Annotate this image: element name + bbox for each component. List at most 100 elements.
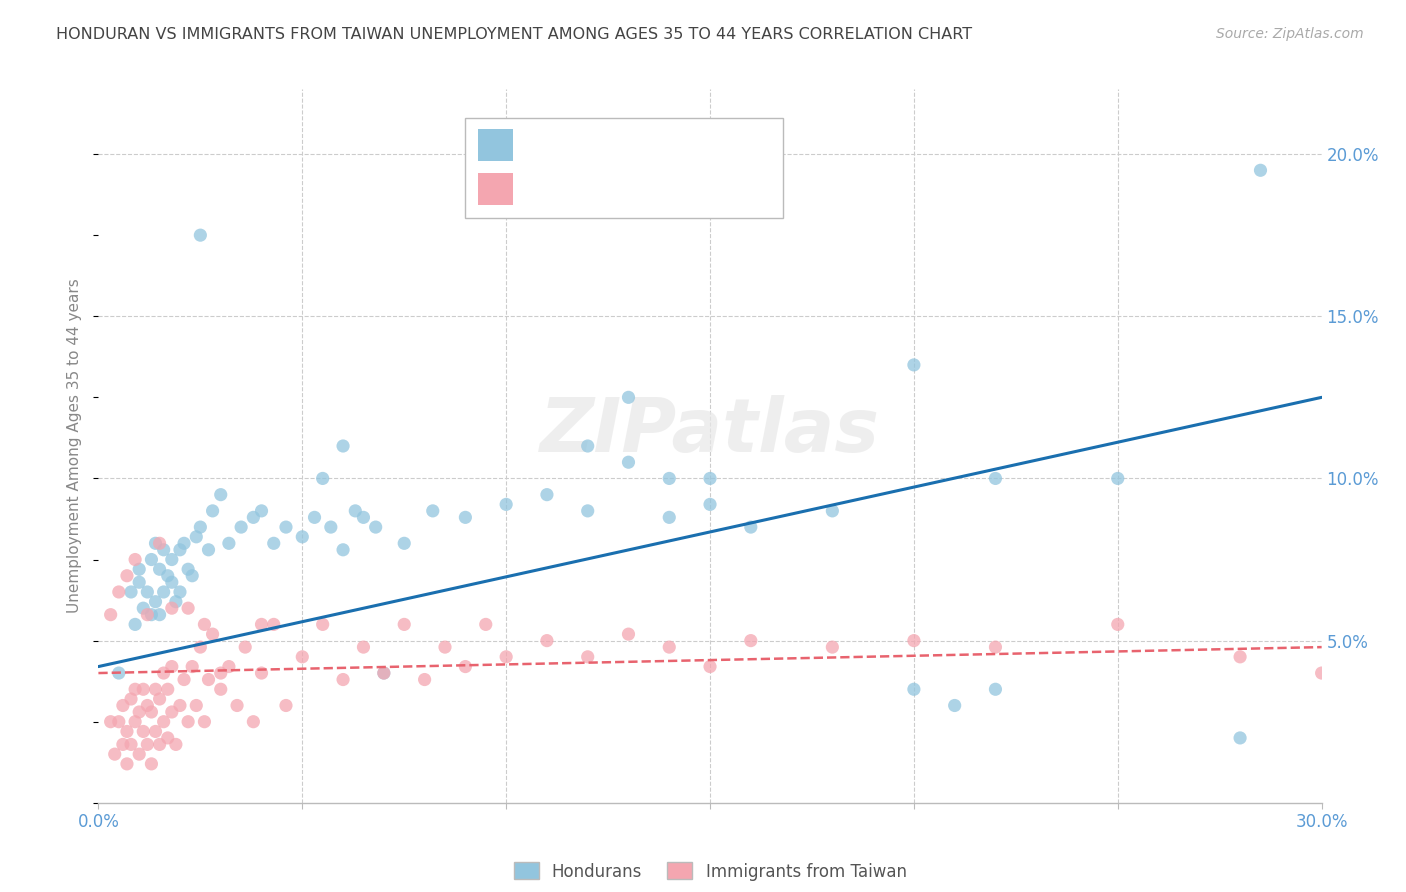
Point [152, 585, 174, 599]
Point [699, 659, 721, 673]
Point [903, 682, 925, 697]
Point [495, 497, 517, 511]
Point [392, 617, 416, 632]
Point [120, 585, 142, 599]
Point [474, 617, 498, 632]
Point [1107, 471, 1129, 485]
Text: HONDURAN VS IMMIGRANTS FROM TAIWAN UNEMPLOYMENT AMONG AGES 35 TO 44 YEARS CORREL: HONDURAN VS IMMIGRANTS FROM TAIWAN UNEMP… [56, 27, 973, 42]
Point [156, 731, 179, 745]
Legend: Hondurans, Immigrants from Taiwan: Hondurans, Immigrants from Taiwan [506, 855, 914, 888]
Point [108, 585, 131, 599]
Point [120, 738, 142, 752]
Point [373, 666, 395, 681]
Point [332, 439, 354, 453]
Point [617, 627, 640, 641]
Point [291, 530, 314, 544]
Point [128, 705, 150, 719]
Point [160, 552, 183, 566]
Point [188, 520, 212, 534]
Point [111, 698, 134, 713]
Point [145, 536, 167, 550]
Point [177, 601, 200, 615]
Point [984, 640, 1007, 654]
Point [160, 601, 183, 615]
Point [209, 666, 232, 681]
Point [454, 510, 477, 524]
Point [242, 510, 264, 524]
Point [312, 471, 335, 485]
Point [100, 714, 122, 729]
Point [115, 724, 138, 739]
Point [160, 659, 183, 673]
Point [132, 682, 155, 697]
Point [226, 698, 249, 713]
Point [218, 659, 240, 673]
Point [149, 738, 172, 752]
Point [128, 562, 150, 576]
Point [193, 617, 215, 632]
Point [128, 575, 150, 590]
Point [658, 510, 681, 524]
Point [576, 439, 599, 453]
Point [352, 640, 374, 654]
Point [291, 649, 314, 664]
Point [658, 640, 681, 654]
Point [177, 562, 200, 576]
Point [173, 536, 195, 550]
Point [332, 673, 354, 687]
Point [160, 575, 183, 590]
Point [392, 536, 416, 550]
Point [181, 568, 204, 582]
Point [111, 738, 134, 752]
Point [132, 724, 155, 739]
Point [177, 714, 200, 729]
Point [193, 714, 215, 729]
Point [304, 510, 326, 524]
Point [201, 504, 224, 518]
Point [209, 488, 232, 502]
Point [141, 705, 163, 719]
Point [108, 714, 131, 729]
Point [250, 666, 273, 681]
Point [186, 698, 208, 713]
Point [373, 666, 395, 681]
Point [231, 520, 253, 534]
Point [274, 520, 297, 534]
Text: Source: ZipAtlas.com: Source: ZipAtlas.com [1216, 27, 1364, 41]
Point [149, 536, 172, 550]
Point [169, 585, 191, 599]
Point [169, 698, 191, 713]
Point [149, 692, 172, 706]
Point [536, 633, 558, 648]
Point [145, 595, 167, 609]
Point [984, 682, 1007, 697]
Point [145, 682, 167, 697]
Point [1107, 617, 1129, 632]
Point [141, 552, 163, 566]
Point [120, 692, 142, 706]
Point [141, 607, 163, 622]
Point [136, 585, 159, 599]
Point [136, 738, 159, 752]
Point [160, 705, 183, 719]
Point [1229, 731, 1251, 745]
Point [576, 504, 599, 518]
Point [124, 617, 146, 632]
Point [156, 568, 179, 582]
Point [263, 536, 285, 550]
Point [332, 542, 354, 557]
Point [943, 698, 966, 713]
Point [165, 738, 187, 752]
Point [364, 520, 387, 534]
Point [124, 714, 146, 729]
Point [149, 562, 172, 576]
Point [149, 607, 172, 622]
Point [100, 607, 122, 622]
Point [263, 617, 285, 632]
Point [188, 640, 212, 654]
Point [274, 698, 297, 713]
Point [145, 724, 167, 739]
Point [165, 595, 187, 609]
Point [821, 504, 844, 518]
Point [108, 666, 131, 681]
